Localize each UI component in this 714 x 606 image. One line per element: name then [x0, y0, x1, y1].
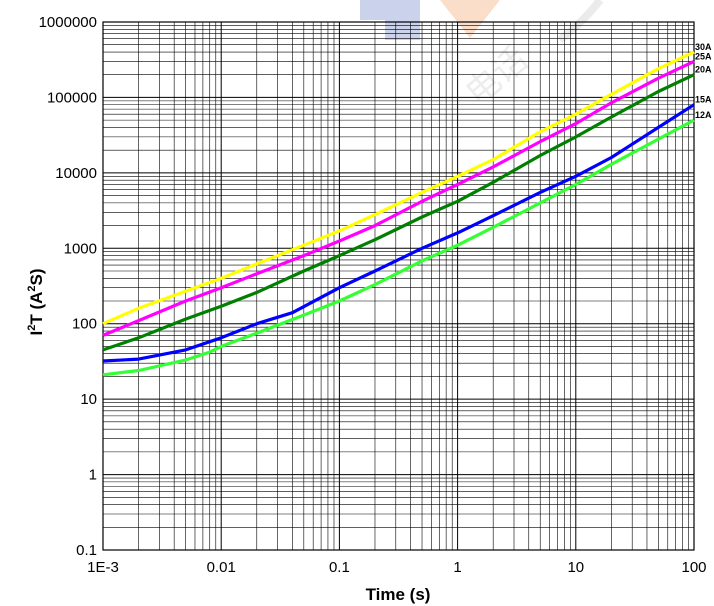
- series-line-12a: [102, 118, 695, 377]
- y-axis-title-sup1: 2: [26, 325, 38, 331]
- y-tick-label: 100: [72, 316, 97, 333]
- x-tick-label: 0.01: [207, 559, 236, 576]
- x-tick-labels: 1E-3 0.01 0.1 1 10 100: [87, 559, 706, 576]
- y-axis-title-mid: T (A: [27, 292, 46, 325]
- x-tick-label: 10: [567, 559, 584, 576]
- plot-frame: [102, 21, 695, 551]
- svg-text:电话: 电话: [459, 40, 536, 113]
- x-tick-label: 100: [681, 559, 706, 576]
- series-line-20a: [102, 73, 695, 352]
- x-tick-label: 0.1: [329, 559, 350, 576]
- series-label-25a: 25A: [695, 51, 712, 61]
- minor-grid: [103, 22, 694, 550]
- y-tick-label: 1000: [64, 240, 97, 257]
- series-line-15a: [102, 103, 695, 363]
- x-tick-label: 1: [453, 559, 461, 576]
- y-axis-title-base: I: [27, 331, 46, 336]
- x-axis-title: Time (s): [366, 585, 431, 604]
- y-axis-title-sup2: 2: [26, 285, 38, 291]
- y-tick-label: 100000: [47, 89, 97, 106]
- series-line-25a: [102, 59, 695, 337]
- y-tick-label: 1000000: [39, 14, 97, 31]
- series-line-30a: [102, 50, 695, 326]
- y-axis-title-end: S): [27, 268, 46, 285]
- y-tick-label: 10: [80, 391, 97, 408]
- y-tick-label: 1: [89, 467, 97, 484]
- y-tick-label: 10000: [55, 165, 97, 182]
- y-axis-title: I2T (A2S): [26, 268, 46, 335]
- series-label-20a: 20A: [695, 65, 712, 75]
- y-tick-labels: 0.1 1 10 100 1000 10000 100000 1000000: [39, 14, 97, 559]
- series-label-30a: 30A: [695, 42, 712, 52]
- major-grid: [102, 22, 694, 551]
- series-label-15a: 15A: [695, 95, 712, 105]
- x-tick-label: 1E-3: [87, 559, 119, 576]
- series-label-12a: 12A: [695, 110, 712, 120]
- y-tick-label: 0.1: [76, 542, 97, 559]
- series-lines: [102, 50, 695, 377]
